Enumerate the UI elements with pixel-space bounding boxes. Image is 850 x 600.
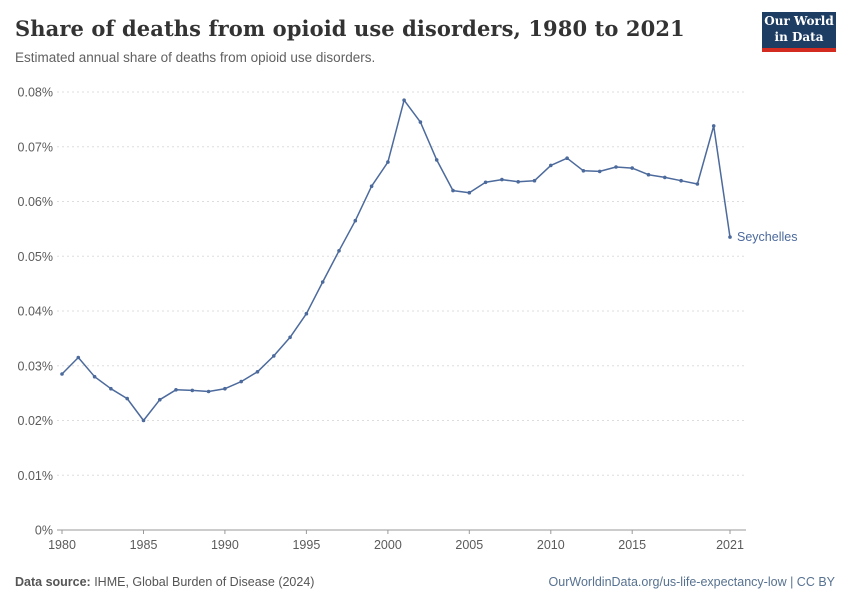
data-point	[418, 120, 423, 124]
data-point	[451, 188, 455, 193]
data-point	[679, 178, 683, 183]
x-tick-label: 2005	[455, 538, 483, 552]
owid-logo-line2: in Data	[774, 30, 824, 44]
data-point	[532, 178, 537, 183]
data-point	[288, 335, 292, 340]
data-point	[320, 280, 325, 284]
data-source-label: Data source:	[15, 575, 91, 589]
data-point	[158, 397, 162, 402]
y-tick-label: 0.06%	[18, 195, 53, 209]
x-tick-label: 1995	[292, 538, 320, 552]
data-point	[581, 169, 586, 173]
x-tick-label: 1980	[48, 538, 76, 552]
data-point	[500, 177, 504, 182]
data-source-value: IHME, Global Burden of Disease (2024)	[90, 575, 315, 589]
y-tick-label: 0.05%	[18, 250, 53, 264]
data-point	[565, 156, 569, 160]
chart-subtitle: Estimated annual share of deaths from op…	[15, 50, 376, 65]
y-tick-label: 0.08%	[18, 86, 53, 100]
data-point	[206, 389, 211, 394]
data-point	[549, 163, 553, 168]
data-point	[483, 180, 488, 185]
data-point	[467, 190, 472, 195]
data-point	[60, 372, 64, 376]
data-point	[255, 370, 260, 374]
chart-footer: Data source: IHME, Global Burden of Dise…	[15, 575, 835, 589]
y-tick-label: 0%	[35, 524, 53, 538]
x-tick-label: 2000	[374, 538, 402, 552]
data-point	[174, 388, 178, 392]
data-point	[516, 180, 520, 184]
data-point	[272, 354, 276, 358]
data-point	[434, 158, 439, 162]
x-tick-label: 2015	[618, 538, 646, 552]
chart-header: Share of deaths from opioid use disorder…	[15, 16, 745, 65]
data-point	[304, 311, 309, 316]
data-point	[695, 182, 700, 186]
owid-citation-link[interactable]: OurWorldinData.org/us-life-expectancy-lo…	[548, 575, 835, 589]
data-point	[190, 388, 195, 393]
data-source-note: Data source: IHME, Global Burden of Dise…	[15, 575, 314, 589]
data-point	[353, 218, 358, 223]
data-point	[386, 160, 390, 164]
data-point	[614, 165, 618, 169]
data-point	[239, 379, 243, 384]
series-end-label[interactable]: Seychelles	[737, 230, 797, 244]
data-point	[223, 386, 227, 391]
data-point	[337, 249, 341, 253]
x-tick-label: 2021	[716, 538, 744, 552]
chart-title: Share of deaths from opioid use disorder…	[15, 16, 685, 41]
data-point	[597, 169, 602, 174]
data-line[interactable]	[61, 99, 731, 422]
y-tick-label: 0.07%	[18, 140, 53, 154]
data-point	[728, 235, 732, 239]
owid-logo-line1: Our World	[764, 14, 834, 29]
data-point	[630, 166, 634, 170]
y-tick-label: 0.01%	[18, 469, 53, 483]
data-point	[92, 374, 97, 379]
data-point	[402, 98, 406, 102]
data-point	[109, 386, 113, 391]
data-point	[76, 355, 81, 360]
data-point	[125, 396, 129, 401]
y-tick-label: 0.04%	[18, 305, 53, 319]
y-tick-label: 0.02%	[18, 414, 53, 428]
y-tick-label: 0.03%	[18, 359, 53, 373]
data-point	[663, 175, 667, 180]
x-tick-label: 1990	[211, 538, 239, 552]
data-point	[141, 418, 146, 423]
owid-logo[interactable]: Our World in Data	[762, 12, 836, 52]
data-point	[369, 184, 374, 188]
x-tick-label: 1985	[130, 538, 158, 552]
x-tick-label: 2010	[537, 538, 565, 552]
data-point	[711, 124, 716, 128]
data-point	[646, 172, 651, 177]
